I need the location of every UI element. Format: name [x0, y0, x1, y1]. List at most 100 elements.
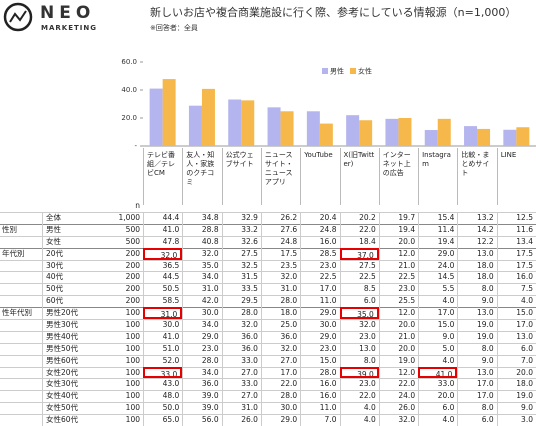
- table-cell: 15.0: [496, 307, 536, 319]
- table-cell: 18.0: [457, 271, 496, 284]
- table-cell: 44.5: [143, 271, 182, 284]
- table-cell: 41.0: [418, 366, 458, 379]
- row-n: 100: [125, 331, 140, 341]
- table-cell: 28.0: [300, 366, 339, 379]
- table-cell: 65.0: [143, 414, 182, 426]
- row-n: 500: [125, 224, 140, 234]
- bar: [306, 111, 320, 146]
- table-cell: 28.0: [221, 307, 261, 319]
- table-cell: 32.0: [378, 414, 418, 426]
- table-cell: 19.0: [378, 354, 418, 367]
- table-cell: 40.8: [182, 235, 221, 248]
- row-n: 200: [125, 272, 140, 282]
- chart: NEO MARKETING 新しいお店や複合商業施設に行く際、参考にしている情報…: [3, 2, 536, 150]
- logo-icon-line: [9, 10, 27, 23]
- table-cell: 9.0: [457, 354, 496, 367]
- table-cell: 27.6: [260, 223, 300, 236]
- table-cell: 27.0: [260, 354, 300, 367]
- table-cell: 6.0: [339, 295, 379, 308]
- table-cell: 27.0: [221, 366, 261, 379]
- table-cell: 5.5: [418, 283, 457, 296]
- table-cell: 32.0: [339, 319, 379, 331]
- table-cell: 28.0: [182, 354, 221, 367]
- column-header: 比較・まとめサイト: [457, 148, 496, 205]
- title: 新しいお店や複合商業施設に行く際、参考にしている情報源（n=1,000）: [150, 5, 516, 19]
- table-cell: 36.0: [221, 330, 261, 343]
- table-cell: 22.5: [339, 271, 379, 284]
- table-cell: 24.0: [378, 390, 418, 403]
- table-cell: 19.0: [457, 330, 496, 343]
- bar: [516, 127, 530, 146]
- row-line: [0, 247, 536, 249]
- table-cell: 25.0: [260, 319, 300, 331]
- row-line: [0, 342, 536, 344]
- table-cell: 13.0: [457, 307, 496, 319]
- table-cell: 44.4: [143, 212, 182, 224]
- table-cell: 33.0: [143, 366, 183, 379]
- table-cell: 23.0: [182, 342, 221, 355]
- table-cell: 23.5: [260, 259, 300, 272]
- table-cell: 32.0: [182, 247, 221, 260]
- table-cell: 7.0: [496, 354, 536, 367]
- table-cell: 12.0: [378, 366, 418, 379]
- column-header: YouTube: [300, 148, 339, 205]
- table-cell: 36.0: [260, 330, 300, 343]
- bar: [280, 111, 294, 146]
- logo-icon: [3, 2, 33, 32]
- row-line: [0, 283, 536, 285]
- table-cell: 9.0: [496, 402, 536, 415]
- bar: [162, 79, 176, 146]
- table-cell: 33.0: [418, 378, 457, 391]
- table-cell: 17.0: [300, 283, 339, 296]
- table-cell: 20.0: [496, 366, 536, 379]
- table-cell: 22.5: [378, 271, 418, 284]
- y-tick-label: -: [134, 142, 137, 150]
- table-cell: 33.5: [221, 283, 261, 296]
- table-cell: 8.0: [457, 342, 496, 355]
- row-label: 女性40代: [42, 390, 103, 403]
- table-cell: 20.2: [339, 212, 379, 224]
- table-cell: 32.9: [221, 212, 261, 224]
- table-cell: 58.5: [143, 295, 182, 308]
- table-cell: 37.0: [339, 247, 379, 260]
- row-n: 100: [125, 308, 140, 318]
- row-label: 女性20代: [42, 366, 103, 379]
- row-n: 100: [125, 367, 140, 377]
- column-header: X(旧Twitter): [339, 148, 379, 205]
- table-cell: 16.0: [496, 271, 536, 284]
- row-label: 30代: [42, 259, 103, 272]
- table-cell: 16.0: [300, 390, 339, 403]
- row-n: 1,000: [118, 213, 140, 222]
- bar: [437, 118, 451, 146]
- table-cell: 17.0: [418, 307, 457, 319]
- table-cell: 19.0: [496, 390, 536, 403]
- table-cell: 23.0: [300, 259, 339, 272]
- row-line: [0, 330, 536, 332]
- table-cell: 15.0: [418, 319, 457, 331]
- table-cell: 8.0: [339, 354, 379, 367]
- table-cell: 39.0: [182, 402, 221, 415]
- table-cell: 17.5: [260, 247, 300, 260]
- table-cell: 13.0: [457, 247, 496, 260]
- column-header: インターネット上の広告: [378, 148, 418, 205]
- table-cell: 30.0: [143, 319, 182, 331]
- table-cell: 50.5: [143, 283, 182, 296]
- table-cell: 8.0: [457, 283, 496, 296]
- table-cell: 22.0: [378, 378, 418, 391]
- bar: [241, 100, 255, 146]
- table-cell: 41.0: [143, 330, 182, 343]
- table-cell: 39.0: [182, 390, 221, 403]
- table-cell: 13.0: [457, 366, 496, 379]
- bar: [346, 115, 360, 146]
- column-header: LINE: [496, 148, 536, 205]
- table-cell: 21.0: [378, 330, 418, 343]
- row-label: 男性20代: [42, 307, 103, 319]
- row-line: [0, 366, 536, 368]
- table-cell: 9.0: [457, 295, 496, 308]
- table-cell: 6.0: [418, 402, 457, 415]
- table-cell: 32.0: [260, 271, 300, 284]
- table-cell: 52.0: [143, 354, 182, 367]
- table-cell: 17.5: [496, 247, 536, 260]
- table-cell: 29.0: [300, 330, 339, 343]
- row-n: 100: [125, 343, 140, 353]
